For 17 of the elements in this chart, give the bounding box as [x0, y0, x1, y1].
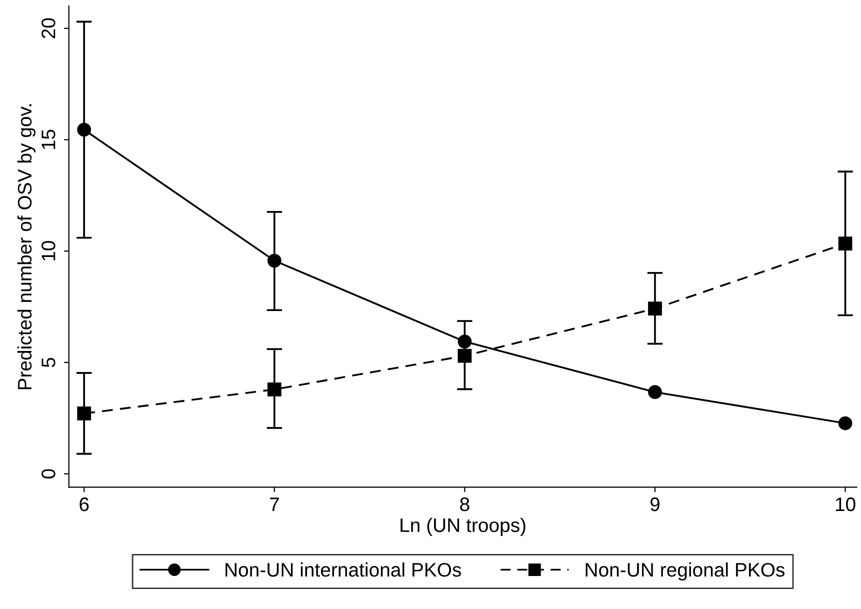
point	[838, 416, 852, 430]
y-axis-title: Predicted number of OSV by gov.	[17, 104, 36, 390]
legend-label: Non-UN regional PKOs	[586, 562, 785, 581]
x-axis-title: Ln (UN troops)	[400, 518, 526, 536]
x-tick-label: 9	[650, 497, 660, 512]
y-tick-label: 15	[42, 130, 56, 150]
y-tick-label: 0	[42, 469, 56, 478]
y-tick-label: 5	[42, 358, 56, 368]
x-tick-label: 7	[270, 498, 279, 512]
legend-label: Non-UN international PKOs	[226, 562, 462, 577]
point	[648, 385, 662, 400]
y-tick-label: 10	[42, 241, 56, 260]
x-tick-label: 6	[80, 497, 89, 512]
y-tick-label: 20	[42, 18, 56, 38]
x-tick-label: 8	[460, 497, 470, 512]
point	[458, 348, 472, 363]
x-tick-label: 10	[836, 497, 856, 512]
